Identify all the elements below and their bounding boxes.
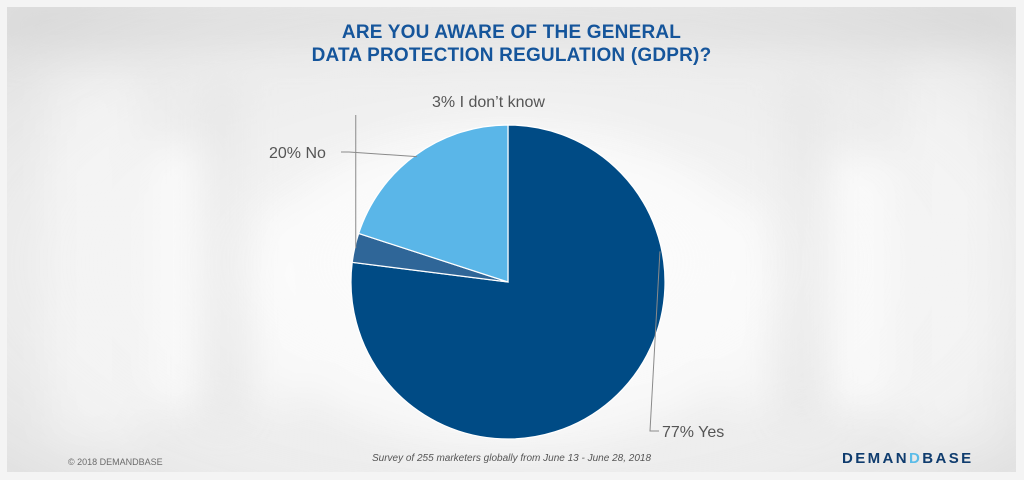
survey-note: Survey of 255 marketers globally from Ju…: [371, 453, 652, 464]
copyright-text: © 2018 DEMANDBASE: [68, 457, 163, 467]
data-label-yes: 77% Yes: [662, 424, 724, 441]
data-label-no: 20% No: [269, 145, 326, 162]
pie-slice-no: [357, 124, 509, 283]
data-label-dont-know: 3% I don’t know: [432, 94, 545, 111]
demandbase-logo: DEMANDBASE: [842, 450, 974, 467]
title-line-1: ARE YOU AWARE OF THE GENERAL: [341, 22, 682, 43]
leader-line-no: [341, 151, 417, 158]
leader-line-yes: [649, 251, 661, 432]
title-line-2: DATA PROTECTION REGULATION (GDPR)?: [311, 45, 712, 66]
pie-chart: 77% Yes 3% I don’t know 20% No: [269, 94, 724, 441]
pie-slice-yes: [350, 124, 666, 440]
chart-title: ARE YOU AWARE OF THE GENERAL DATA PROTEC…: [7, 21, 1016, 67]
slide: ARE YOU AWARE OF THE GENERAL DATA PROTEC…: [7, 7, 1016, 472]
